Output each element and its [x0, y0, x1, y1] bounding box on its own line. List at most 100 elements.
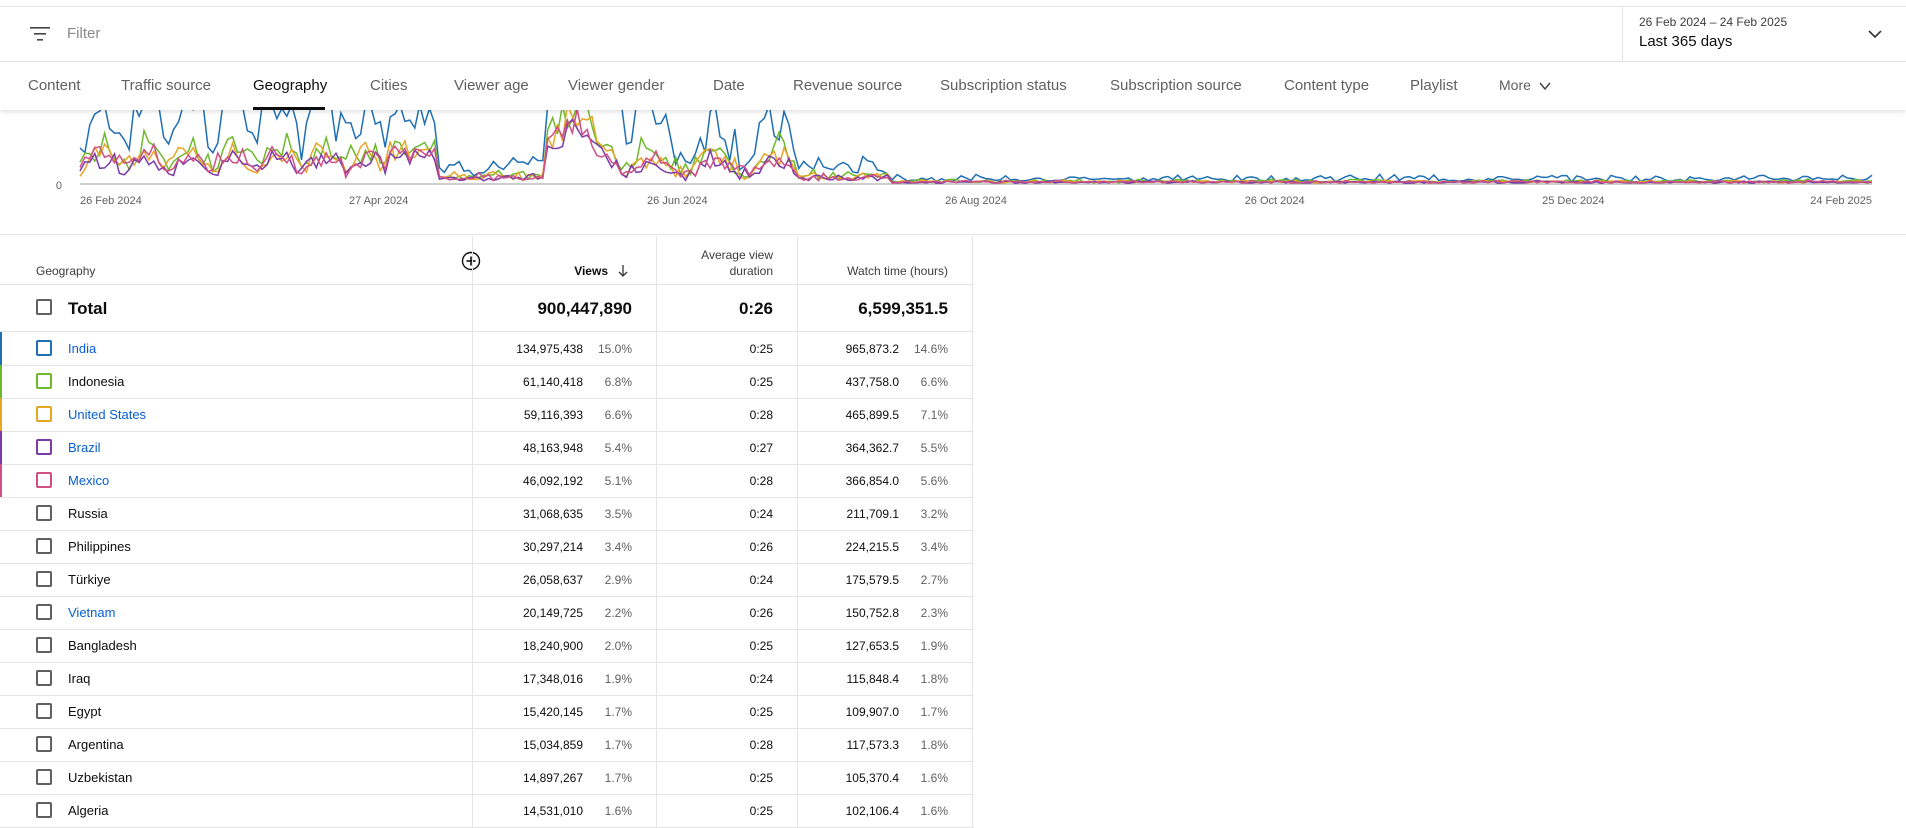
table-row[interactable]: Argentina 15,034,859 1.7% 0:28 117,573.3 1.8% — [0, 728, 974, 761]
total-watch-time: 6,599,351.5 — [858, 299, 948, 318]
watch-time-percent: 5.5% — [920, 441, 948, 455]
series-color-bar — [0, 365, 2, 398]
watch-time-percent: 1.9% — [920, 639, 948, 653]
tab-date[interactable]: Date — [713, 77, 745, 94]
total-label: Total — [68, 299, 108, 318]
divider — [0, 530, 974, 531]
tab-revenue-source[interactable]: Revenue source — [793, 77, 903, 94]
series-color-bar — [0, 431, 2, 464]
geography-name[interactable]: Vietnam — [68, 605, 116, 620]
filter-input[interactable]: Filter — [67, 25, 101, 42]
row-checkbox[interactable] — [36, 505, 52, 521]
row-checkbox[interactable] — [36, 670, 52, 686]
row-checkbox[interactable] — [36, 637, 52, 653]
row-checkbox[interactable] — [36, 373, 52, 389]
row-checkbox[interactable] — [36, 439, 52, 455]
row-checkbox[interactable] — [36, 406, 52, 422]
avg-duration-value: 0:25 — [749, 639, 773, 653]
divider — [0, 284, 974, 285]
series-color-bar — [0, 332, 2, 365]
tab-viewer-gender[interactable]: Viewer gender — [568, 77, 665, 94]
total-views: 900,447,890 — [537, 299, 632, 318]
table-row[interactable]: Iraq 17,348,016 1.9% 0:24 115,848.4 1.8% — [0, 662, 974, 695]
table-row[interactable]: Türkiye 26,058,637 2.9% 0:24 175,579.5 2.7% — [0, 563, 974, 596]
geography-name[interactable]: United States — [68, 407, 147, 422]
row-checkbox[interactable] — [36, 769, 52, 785]
add-column-icon[interactable] — [461, 251, 481, 271]
line-chart: 0 26 Feb 2024 27 Apr 2024 26 Jun 2024 26 Au… — [56, 110, 1873, 207]
divider — [0, 761, 974, 762]
tab-content[interactable]: Content — [28, 77, 81, 94]
tab-subscription-source[interactable]: Subscription source — [1110, 77, 1242, 94]
divider — [0, 234, 1906, 235]
table-row[interactable]: India 134,975,438 15.0% 0:25 965,873.2 14.6% — [0, 332, 974, 365]
table-row[interactable]: Egypt 15,420,145 1.7% 0:25 109,907.0 1.7% — [0, 695, 974, 728]
chevron-down-icon — [1868, 30, 1882, 39]
geography-name: Türkiye — [68, 572, 111, 587]
tab-playlist[interactable]: Playlist — [1410, 77, 1458, 94]
table-row[interactable]: United States 59,116,393 6.6% 0:28 465,899.5… — [0, 398, 974, 431]
views-percent: 1.7% — [604, 738, 632, 752]
table-row[interactable]: Algeria 14,531,010 1.6% 0:25 102,106.4 1.6% — [0, 794, 974, 827]
geography-name[interactable]: India — [68, 341, 97, 356]
column-header-views[interactable]: Views — [574, 264, 608, 278]
avg-duration-value: 0:25 — [749, 342, 773, 356]
watch-time-percent: 1.6% — [920, 771, 948, 785]
row-checkbox[interactable] — [36, 538, 52, 554]
avg-duration-value: 0:28 — [749, 738, 773, 752]
tab-more[interactable]: More — [1499, 77, 1551, 93]
geography-name[interactable]: Mexico — [68, 473, 110, 488]
tab-cities[interactable]: Cities — [370, 77, 408, 94]
tab-traffic-source[interactable]: Traffic source — [121, 77, 212, 94]
table-row[interactable]: Russia 31,068,635 3.5% 0:24 211,709.1 3.2% — [0, 497, 974, 530]
table-row[interactable]: Bangladesh 18,240,900 2.0% 0:25 127,653.5 1.9… — [0, 629, 974, 662]
views-percent: 1.9% — [604, 672, 632, 686]
chart-series — [79, 110, 1873, 184]
row-checkbox[interactable] — [36, 340, 52, 356]
sort-arrow-down-icon[interactable] — [617, 264, 629, 277]
watch-time-value: 117,573.3 — [846, 738, 900, 752]
tab-viewer-age[interactable]: Viewer age — [454, 77, 529, 94]
table-row[interactable]: Vietnam 20,149,725 2.2% 0:26 150,752.8 2.3% — [0, 596, 974, 629]
tab-content-type[interactable]: Content type — [1284, 77, 1370, 94]
column-header-avg-line1: Average view — [701, 248, 773, 262]
tab-subscription-status[interactable]: Subscription status — [940, 77, 1067, 94]
geography-name[interactable]: Brazil — [68, 440, 101, 455]
column-header-watch-time[interactable]: Watch time (hours) — [847, 264, 948, 278]
divider — [0, 662, 974, 663]
views-value: 134,975,438 — [516, 342, 583, 356]
table-row[interactable]: Brazil 48,163,948 5.4% 0:27 364,362.7 5.5% — [0, 431, 974, 464]
views-value: 26,058,637 — [522, 573, 583, 587]
avg-duration-value: 0:26 — [749, 606, 773, 620]
series-line-india — [79, 110, 1873, 183]
row-checkbox[interactable] — [36, 802, 52, 818]
table-row[interactable]: Uzbekistan 14,897,267 1.7% 0:25 105,370.4 1.6… — [0, 761, 974, 794]
watch-time-percent: 3.2% — [920, 507, 948, 521]
y-tick-label: 0 — [56, 180, 62, 192]
table-row[interactable]: Mexico 46,092,192 5.1% 0:28 366,854.0 5.6% — [0, 464, 974, 497]
row-checkbox[interactable] — [36, 736, 52, 752]
table-row[interactable]: Philippines 30,297,214 3.4% 0:26 224,215.5 3.… — [0, 530, 974, 563]
watch-time-percent: 1.8% — [920, 672, 948, 686]
total-checkbox[interactable] — [36, 299, 52, 315]
table-row[interactable]: Indonesia 61,140,418 6.8% 0:25 437,758.0 6.6% — [0, 365, 974, 398]
date-range-selector[interactable]: 26 Feb 2024 – 24 Feb 2025 Last 365 days — [1622, 7, 1906, 63]
series-color-bar — [0, 398, 2, 431]
x-tick-label: 27 Apr 2024 — [349, 195, 408, 207]
row-checkbox[interactable] — [36, 472, 52, 488]
watch-time-value: 115,848.4 — [846, 672, 900, 686]
row-checkbox[interactable] — [36, 571, 52, 587]
row-checkbox[interactable] — [36, 604, 52, 620]
views-value: 46,092,192 — [522, 474, 583, 488]
divider — [0, 331, 974, 332]
views-value: 17,348,016 — [522, 672, 583, 686]
row-checkbox[interactable] — [36, 703, 52, 719]
divider — [0, 365, 974, 366]
tab-geography[interactable]: Geography — [253, 77, 328, 94]
filter-icon[interactable] — [30, 25, 50, 43]
series-line-mexico — [79, 110, 1873, 184]
avg-duration-value: 0:25 — [749, 804, 773, 818]
divider — [0, 398, 974, 399]
column-header-avg-duration[interactable]: Average view duration — [672, 247, 773, 279]
views-percent: 1.7% — [604, 705, 632, 719]
